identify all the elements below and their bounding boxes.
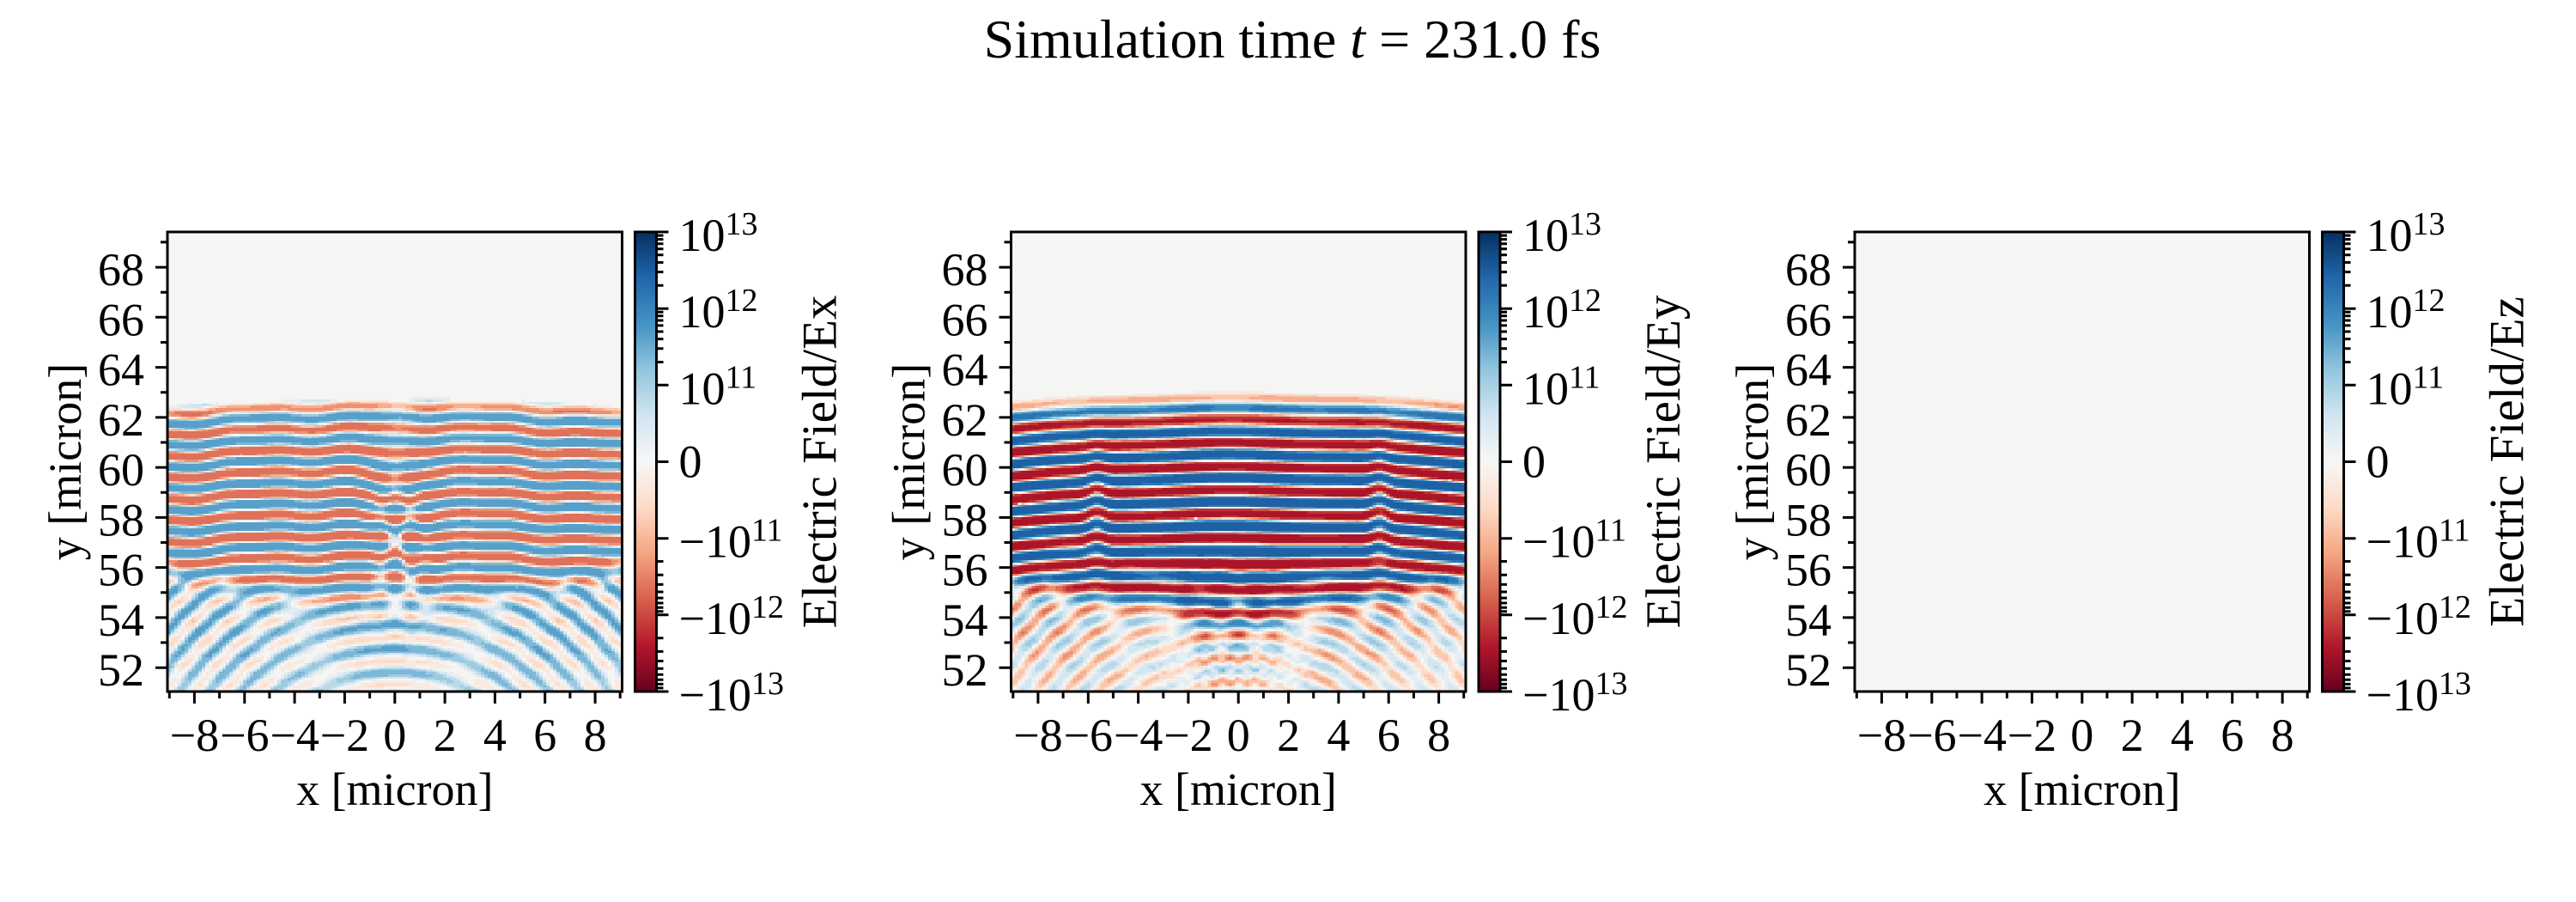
svg-text:x [micron]: x [micron]: [1984, 764, 2180, 815]
svg-text:4: 4: [483, 710, 507, 761]
svg-text:54: 54: [1785, 594, 1832, 646]
svg-text:−1013: −1013: [2366, 666, 2471, 721]
svg-text:8: 8: [2271, 710, 2294, 761]
svg-text:64: 64: [1785, 344, 1832, 396]
svg-text:−6: −6: [1064, 710, 1113, 761]
svg-text:y [micron]: y [micron]: [884, 363, 935, 560]
svg-text:6: 6: [533, 710, 556, 761]
svg-text:62: 62: [942, 394, 988, 446]
svg-text:54: 54: [98, 594, 144, 646]
svg-text:60: 60: [98, 444, 144, 496]
svg-text:0: 0: [2366, 436, 2390, 488]
svg-text:y [micron]: y [micron]: [1727, 363, 1778, 560]
svg-text:−4: −4: [1957, 710, 2006, 761]
svg-text:−8: −8: [170, 710, 219, 761]
svg-text:6: 6: [1377, 710, 1400, 761]
svg-text:4: 4: [2171, 710, 2194, 761]
svg-text:62: 62: [98, 394, 144, 446]
svg-text:68: 68: [942, 244, 988, 296]
svg-text:52: 52: [942, 644, 988, 696]
svg-text:58: 58: [942, 494, 988, 545]
svg-text:4: 4: [1327, 710, 1350, 761]
svg-text:0: 0: [2070, 710, 2093, 761]
svg-text:−4: −4: [270, 710, 319, 761]
svg-text:66: 66: [98, 294, 144, 345]
svg-text:Electric Field/Ey: Electric Field/Ey: [1637, 295, 1691, 628]
svg-text:−1013: −1013: [679, 666, 784, 721]
svg-text:58: 58: [98, 494, 144, 545]
svg-text:0: 0: [1227, 710, 1250, 761]
svg-text:66: 66: [942, 294, 988, 345]
svg-text:−2: −2: [320, 710, 369, 761]
svg-text:6: 6: [2221, 710, 2244, 761]
svg-text:1012: 1012: [679, 283, 758, 338]
svg-text:Electric Field/Ex: Electric Field/Ex: [793, 296, 848, 629]
svg-text:64: 64: [942, 344, 988, 396]
svg-text:1013: 1013: [1522, 206, 1601, 261]
svg-text:8: 8: [1427, 710, 1450, 761]
svg-text:−6: −6: [1907, 710, 1956, 761]
svg-text:68: 68: [98, 244, 144, 296]
svg-text:−8: −8: [1857, 710, 1906, 761]
svg-text:58: 58: [1785, 494, 1832, 545]
svg-text:−1011: −1011: [2366, 513, 2470, 568]
svg-text:1013: 1013: [679, 206, 758, 261]
svg-text:Simulation time t = 231.0 fs: Simulation time t = 231.0 fs: [984, 9, 1601, 70]
svg-text:x [micron]: x [micron]: [296, 764, 493, 815]
svg-text:−6: −6: [220, 710, 269, 761]
svg-text:2: 2: [2121, 710, 2144, 761]
svg-text:60: 60: [1785, 444, 1832, 496]
svg-text:56: 56: [98, 545, 144, 596]
svg-text:52: 52: [1785, 644, 1832, 696]
svg-text:−2: −2: [2008, 710, 2057, 761]
svg-text:54: 54: [942, 594, 988, 646]
svg-text:62: 62: [1785, 394, 1832, 446]
svg-text:2: 2: [1277, 710, 1300, 761]
svg-text:0: 0: [383, 710, 406, 761]
svg-text:x [micron]: x [micron]: [1139, 764, 1336, 815]
svg-text:−8: −8: [1013, 710, 1062, 761]
svg-text:Electric Field/Ez: Electric Field/Ez: [2481, 296, 2535, 627]
svg-text:56: 56: [942, 545, 988, 596]
svg-text:64: 64: [98, 344, 144, 396]
svg-text:2: 2: [434, 710, 457, 761]
svg-text:y [micron]: y [micron]: [39, 363, 91, 560]
svg-text:1011: 1011: [1522, 359, 1601, 414]
svg-text:0: 0: [1522, 436, 1546, 488]
svg-text:8: 8: [584, 710, 607, 761]
svg-text:60: 60: [942, 444, 988, 496]
svg-text:1011: 1011: [679, 359, 757, 414]
svg-text:52: 52: [98, 644, 144, 696]
svg-text:−2: −2: [1163, 710, 1212, 761]
svg-text:0: 0: [679, 436, 702, 488]
svg-text:−4: −4: [1114, 710, 1163, 761]
svg-text:56: 56: [1785, 545, 1832, 596]
svg-text:68: 68: [1785, 244, 1832, 296]
svg-text:66: 66: [1785, 294, 1832, 345]
